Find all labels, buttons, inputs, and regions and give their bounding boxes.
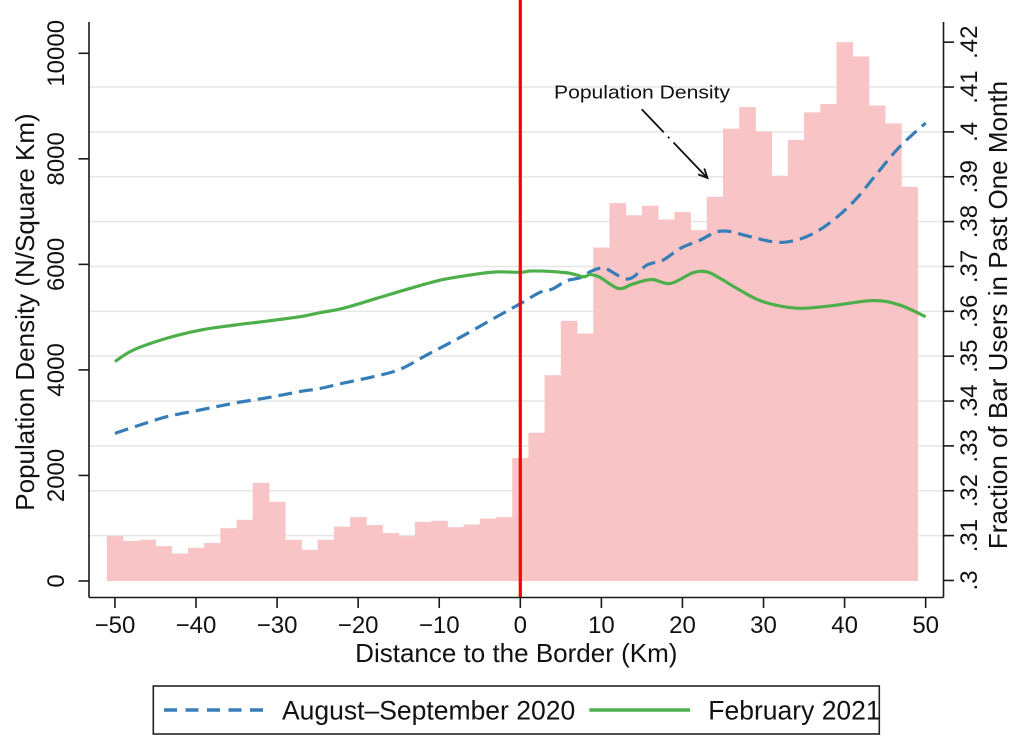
y-tick-label-left: 10000 [43,20,70,87]
bar [317,539,335,581]
x-tick-label: −50 [95,612,136,639]
x-tick-label: 40 [831,612,858,639]
x-tick-label: 30 [750,612,777,639]
bar [398,536,416,581]
y-tick-label-left: 4000 [43,343,70,396]
bar [625,215,643,581]
bar [690,230,708,581]
bar [804,112,821,581]
y-tick-label-right: .32 [956,474,983,507]
bar [382,532,400,581]
bar [901,186,918,581]
bar [236,519,254,581]
x-tick-label: 10 [588,612,615,639]
bar [577,333,594,581]
y-tick-label-left: 8000 [43,132,70,185]
bar [609,203,627,581]
y-tick-label-left: 0 [43,574,70,587]
y-axis-title-left: Population Density (N/Square Km) [10,113,40,510]
bar [268,501,286,581]
bar [560,320,578,581]
y-tick-label-right: .34 [956,384,983,417]
bar [333,526,351,581]
y-tick-label-right: .42 [956,26,983,59]
bar [787,139,805,581]
bar [123,540,140,581]
bar [674,212,691,581]
bar [285,539,302,581]
bar [836,42,854,581]
bar [544,375,562,581]
bar [479,518,497,581]
y-tick-label-right: .41 [956,70,983,103]
y-axis-title-right: Fraction of Bar Users in Past One Month [983,81,1013,549]
x-tick-label: −20 [338,612,379,639]
legend-label-february-2021: February 2021 [708,696,880,726]
annotation-text: Population Density [554,82,731,103]
bar [139,539,156,581]
bar [706,196,724,581]
bar [171,553,189,581]
axes: −50 −40 −30 −20 −10 0 10 20 30 40 50 0 2000 4000 6000 8… [43,20,983,639]
bar [495,517,513,581]
bar [155,546,173,581]
x-axis-title: Distance to the Border (Km) [355,638,677,668]
bar [755,131,773,581]
bar [187,547,205,581]
legend-box [152,685,881,735]
y-tick-label-right: .35 [956,339,983,372]
bar [885,123,902,581]
legend: August–September 2020 February 2021 [152,685,881,735]
bar [414,521,432,581]
y-tick-label-right: .36 [956,295,983,328]
bar [431,520,448,581]
annotation-arrow-head [697,168,709,180]
bar [722,128,740,581]
x-tick-label: 50 [912,612,939,639]
bar [852,56,870,581]
series-line-february-2021 [114,269,927,363]
bar [366,525,383,581]
bar [350,517,367,581]
bar [220,528,237,581]
bar [658,219,675,581]
bar [641,205,659,581]
y-tick-label-right: .3 [956,570,983,590]
bar [820,103,837,581]
bar [252,482,270,581]
x-tick-label: 20 [669,612,696,639]
series-line-august-september-2020 [114,121,927,435]
bar [204,542,221,581]
y-tick-label-right: .4 [956,122,983,142]
bar [528,432,546,581]
bar [106,536,124,581]
y-tick-label-right: .31 [956,519,983,552]
bar [447,527,464,581]
x-tick-label: 0 [514,612,527,639]
annotation: Population Density [554,82,731,180]
bar [868,105,886,581]
bar [771,175,789,581]
y-tick-label-right: .33 [956,429,983,462]
x-tick-label: −30 [257,612,298,639]
bars [106,42,918,581]
annotation-arrow-shaft [641,108,708,179]
y-tick-label-right: .39 [956,160,983,193]
bar [593,247,610,581]
bar [463,524,481,581]
x-tick-label: −10 [419,612,460,639]
bar [739,107,756,581]
y-tick-label-right: .37 [956,250,983,283]
bar [301,549,319,581]
series-lines [114,121,927,435]
y-tick-label-right: .38 [956,205,983,238]
y-tick-label-left: 2000 [43,449,70,502]
x-tick-label: −40 [176,612,217,639]
y-tick-label-left: 6000 [43,238,70,291]
legend-label-august-september-2020: August–September 2020 [282,696,575,726]
